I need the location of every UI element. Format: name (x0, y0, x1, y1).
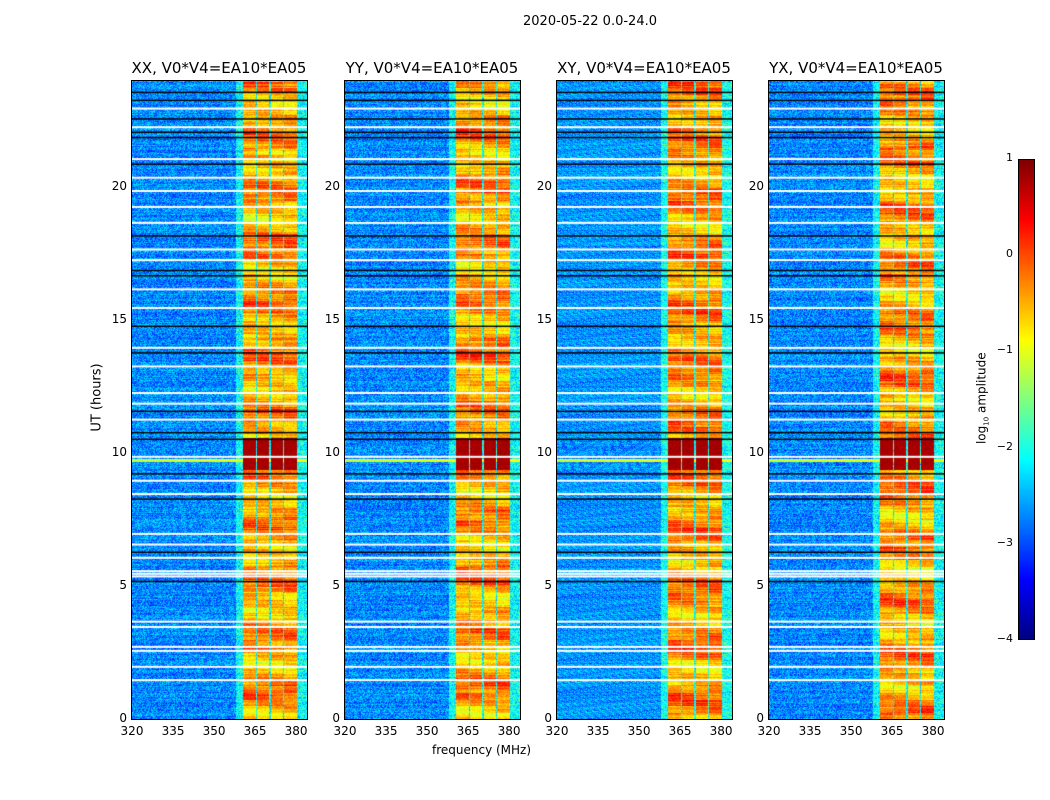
x-tick-label: 365 (243, 724, 267, 738)
y-tick-label: 15 (748, 312, 764, 327)
heatmap-panel-3 (768, 80, 945, 720)
x-tick-label: 320 (757, 724, 781, 738)
y-tick-label: 0 (756, 711, 764, 725)
colorbar-label-sub: 10 (982, 416, 991, 426)
heatmap-cells (132, 81, 307, 719)
figure-title: 2020-05-22 0.0-24.0 (523, 14, 657, 29)
panel-title: YX, V0*V4=EA10*EA05 (769, 59, 943, 77)
heatmap-cells (769, 81, 944, 719)
x-tick-label: 365 (456, 724, 480, 738)
heatmap-panel-2 (556, 80, 733, 720)
y-tick-label: 10 (748, 445, 764, 460)
x-tick-label: 350 (839, 724, 863, 738)
colorbar-tick-label: 1 (1006, 151, 1013, 164)
x-tick-label: 335 (586, 724, 610, 738)
x-tick-label: 320 (545, 724, 569, 738)
x-tick-label: 320 (333, 724, 357, 738)
panel-title: XY, V0*V4=EA10*EA05 (557, 59, 731, 77)
x-axis-label: frequency (MHz) (432, 743, 532, 757)
y-tick-label: 5 (119, 578, 127, 593)
y-tick-label: 5 (332, 578, 340, 593)
colorbar-label: log10 amplitude (974, 346, 990, 451)
y-tick-label: 0 (332, 711, 340, 725)
x-tick-label: 350 (202, 724, 226, 738)
y-tick-label: 15 (324, 312, 340, 327)
panel-title: YY, V0*V4=EA10*EA05 (345, 59, 519, 77)
colorbar-tick-label: −2 (996, 439, 1013, 453)
y-tick-label: 5 (756, 578, 764, 593)
y-tick-label: 20 (536, 179, 552, 194)
y-tick-label: 20 (748, 179, 764, 194)
y-tick-label: 15 (536, 312, 552, 327)
y-tick-label: 20 (324, 179, 340, 194)
x-tick-label: 320 (120, 724, 144, 738)
colorbar (1018, 159, 1035, 640)
y-tick-label: 10 (324, 445, 340, 460)
heatmap-panel-1 (344, 80, 521, 720)
colorbar-tick-label: 0 (1006, 247, 1013, 261)
heatmap-cells (345, 81, 520, 719)
x-tick-label: 335 (374, 724, 398, 738)
colorbar-label-rest: amplitude (974, 352, 989, 417)
x-tick-label: 380 (921, 724, 945, 738)
y-axis-label: UT (hours) (89, 363, 105, 432)
x-tick-label: 380 (709, 724, 733, 738)
x-tick-label: 350 (415, 724, 439, 738)
x-tick-label: 365 (880, 724, 904, 738)
heatmap-cells (557, 81, 732, 719)
x-tick-label: 335 (161, 724, 185, 738)
y-tick-label: 0 (119, 711, 127, 725)
x-tick-label: 380 (497, 724, 521, 738)
y-tick-label: 10 (536, 445, 552, 460)
y-tick-label: 15 (111, 312, 127, 327)
x-tick-label: 380 (284, 724, 308, 738)
y-tick-label: 10 (111, 445, 127, 460)
x-tick-label: 335 (798, 724, 822, 738)
y-tick-label: 20 (111, 179, 127, 194)
y-tick-label: 5 (544, 578, 552, 593)
colorbar-gradient (1019, 160, 1034, 639)
x-tick-label: 350 (627, 724, 651, 738)
heatmap-panel-0 (131, 80, 308, 720)
colorbar-tick-label: −1 (996, 343, 1013, 357)
colorbar-tick-label: −3 (996, 535, 1013, 549)
panel-title: XX, V0*V4=EA10*EA05 (131, 59, 307, 77)
x-tick-label: 365 (668, 724, 692, 738)
colorbar-tick-label: −4 (996, 632, 1013, 645)
y-tick-label: 0 (544, 711, 552, 725)
